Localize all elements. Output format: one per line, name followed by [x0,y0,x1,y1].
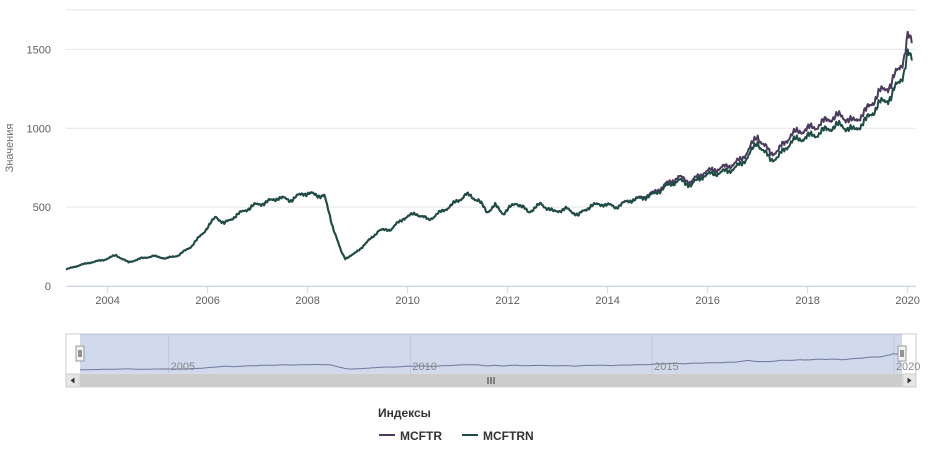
navigator-handle-right[interactable] [897,345,907,362]
scrollbar[interactable] [65,373,917,388]
legend: Индексы MCFTR MCFTRN [378,406,534,443]
navigator-handle-left[interactable] [75,345,85,362]
legend-item-mcftrn[interactable]: MCFTRN [462,429,534,443]
scrollbar-left-arrow[interactable] [65,373,80,388]
series-line-mcftrn [65,48,913,271]
y-tick-label: 1500 [27,44,51,56]
y-axis-title: Значения [4,124,16,173]
legend-label-mcftrn: MCFTRN [483,429,534,443]
x-tick-label: 2006 [195,295,219,307]
navigator[interactable]: 2005 2010 2015 2020 [65,333,921,375]
x-tick-label: 2020 [895,295,919,307]
x-tick-label: 2014 [595,295,619,307]
y-axis-ticks: 0 500 1000 1500 [27,44,51,293]
scrollbar-grip[interactable] [487,377,495,384]
navigator-tick-label: 2010 [412,361,436,373]
y-tick-label: 1000 [27,123,51,135]
navigator-series-line [80,353,899,371]
legend-item-mcftr[interactable]: MCFTR [379,429,442,443]
navigator-tick-label: 2020 [896,361,920,373]
x-tick-label: 2004 [95,295,119,307]
series-lines [65,30,913,271]
x-tick-label: 2008 [295,295,319,307]
y-tick-label: 500 [33,202,51,214]
navigator-tick-label: 2015 [654,361,678,373]
y-tick-label: 0 [45,281,51,293]
scrollbar-right-arrow[interactable] [902,373,917,388]
x-tick-label: 2018 [795,295,819,307]
x-axis-ticks: 2004 2006 2008 2010 2012 2014 2016 2018 2020 [95,286,920,307]
x-tick-label: 2016 [695,295,719,307]
navigator-ticks: 2005 2010 2015 2020 [171,361,921,373]
legend-label-mcftr: MCFTR [400,429,442,443]
legend-title: Индексы [378,406,431,420]
x-tick-label: 2010 [395,295,419,307]
navigator-tick-label: 2005 [171,361,195,373]
x-tick-label: 2012 [495,295,519,307]
